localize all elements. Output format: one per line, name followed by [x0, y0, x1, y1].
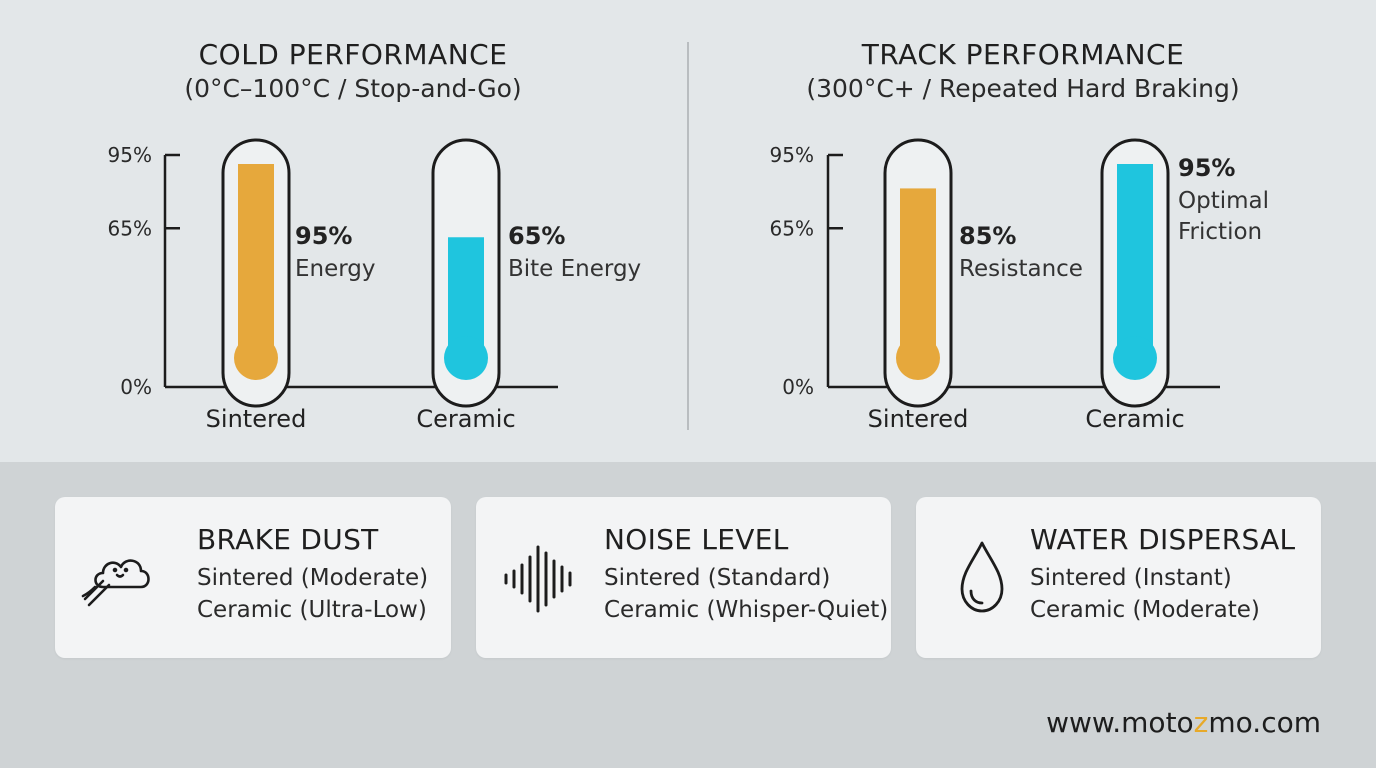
cold-performance-subtitle: (0°C–100°C / Stop-and-Go)	[184, 74, 522, 103]
category-label: Sintered	[206, 405, 307, 433]
water-dispersal-ceramic: Ceramic (Moderate)	[1030, 597, 1260, 623]
y-tick-label: 95%	[770, 143, 814, 167]
bar-description-label: Energy	[295, 256, 376, 282]
brake-dust-sintered: Sintered (Moderate)	[197, 565, 429, 591]
water-dispersal-card: WATER DISPERSAL Sintered (Instant) Ceram…	[916, 497, 1321, 658]
bar-description-label: Optimal	[1178, 188, 1269, 214]
dust-cloud-icon	[81, 559, 150, 607]
category-label: Sintered	[868, 405, 969, 433]
bar-sintered	[900, 188, 936, 358]
category-label: Ceramic	[416, 405, 515, 433]
y-tick-label: 0%	[120, 375, 152, 399]
thermometer-bulb	[896, 336, 940, 380]
thermometer-bulb	[444, 336, 488, 380]
url-part-1: www.moto	[1046, 706, 1194, 739]
bar-value-label: 85%	[959, 222, 1016, 250]
website-url[interactable]: www.motozmo.com	[1046, 706, 1321, 739]
url-part-2: mo.com	[1208, 706, 1321, 739]
y-tick-label: 65%	[770, 216, 814, 240]
bar-value-label: 65%	[508, 222, 565, 250]
y-tick-label: 0%	[782, 375, 814, 399]
bar-value-label: 95%	[1178, 154, 1235, 182]
track-performance-subtitle: (300°C+ / Repeated Hard Braking)	[806, 74, 1240, 103]
y-tick-label: 95%	[108, 143, 152, 167]
y-tick-label: 65%	[108, 216, 152, 240]
bar-description-label: Friction	[1178, 219, 1262, 245]
bar-sintered	[238, 164, 274, 358]
brake-dust-title: BRAKE DUST	[197, 523, 379, 556]
noise-level-sintered: Sintered (Standard)	[604, 565, 831, 591]
bar-description-label: Resistance	[959, 256, 1083, 282]
cold-performance-title: COLD PERFORMANCE	[198, 38, 508, 71]
brake-dust-card: BRAKE DUST Sintered (Moderate) Ceramic (…	[55, 497, 451, 658]
bar-value-label: 95%	[295, 222, 352, 250]
cold-performance-panel: COLD PERFORMANCE (0°C–100°C / Stop-and-G…	[0, 0, 688, 462]
url-accent-z: z	[1193, 706, 1209, 739]
thermometer-bulb	[234, 336, 278, 380]
water-dispersal-title: WATER DISPERSAL	[1030, 523, 1296, 556]
category-label: Ceramic	[1085, 405, 1184, 433]
bar-ceramic	[1117, 164, 1153, 358]
noise-level-ceramic: Ceramic (Whisper-Quiet)	[604, 597, 889, 623]
bar-description-label: Bite Energy	[508, 256, 641, 282]
track-performance-title: TRACK PERFORMANCE	[861, 38, 1185, 71]
cold-performance-chart: 95% 65% 0% Sintered 95% Energy Ceramic 65% Bite …	[108, 138, 641, 433]
water-drop-icon	[960, 541, 1004, 613]
noise-level-card: NOISE LEVEL Sintered (Standard) Ceramic …	[476, 497, 891, 658]
panel-divider	[687, 42, 689, 430]
noise-level-title: NOISE LEVEL	[604, 523, 789, 556]
brake-dust-ceramic: Ceramic (Ultra-Low)	[197, 597, 427, 623]
track-performance-chart: 95% 65% 0% Sintered 85% Resistance Ceramic 95% O…	[770, 138, 1269, 433]
water-dispersal-sintered: Sintered (Instant)	[1030, 565, 1232, 591]
track-performance-panel: TRACK PERFORMANCE (300°C+ / Repeated Har…	[688, 0, 1376, 462]
thermometer-bulb	[1113, 336, 1157, 380]
sound-wave-icon	[504, 545, 572, 613]
